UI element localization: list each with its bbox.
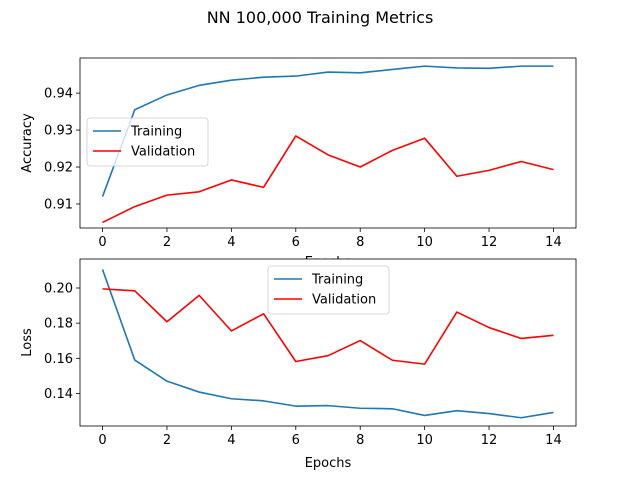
axes-frame <box>79 258 577 427</box>
x-axis-label: Epochs <box>305 456 352 471</box>
plots: Epochs 0 2 4 6 8 10 12 14 0.91 0.92 0.93 0.94 Accurac… <box>20 57 577 471</box>
y-tick-label: 0.14 <box>44 387 73 402</box>
x-tick-label: 10 <box>416 235 433 250</box>
series-line-training <box>101 65 554 197</box>
x-tick-label: 0 <box>98 433 106 448</box>
axes-frame <box>79 57 577 229</box>
chart-loss: Epochs 0 2 4 6 8 10 12 14 0.14 0.16 0.18 0.20 Loss Tra… <box>20 258 577 471</box>
legend-label-training: Training <box>311 273 363 288</box>
x-tick-label: 10 <box>416 433 433 448</box>
x-tick-label: 14 <box>545 433 562 448</box>
x-tick-label: 6 <box>292 433 300 448</box>
figure-title: NN 100,000 Training Metrics <box>207 8 434 27</box>
y-tick-label: 0.93 <box>44 124 73 139</box>
x-tick-label: 8 <box>356 235 364 250</box>
legend-box <box>267 265 390 315</box>
series-line-validation <box>102 135 554 224</box>
legend-label-validation: Validation <box>131 145 195 160</box>
series-line-training <box>101 269 554 419</box>
series-line-validation <box>102 288 554 365</box>
x-tick-label: 4 <box>227 433 235 448</box>
y-tick-label: 0.92 <box>44 161 73 176</box>
x-tick-label: 8 <box>356 433 364 448</box>
x-tick-label: 0 <box>98 235 106 250</box>
y-axis-label: Loss <box>20 328 35 357</box>
y-tick-label: 0.91 <box>44 197 73 212</box>
y-axis-label: Accuracy <box>20 113 35 173</box>
x-tick-label: 14 <box>545 235 562 250</box>
legend-label-training: Training <box>130 125 182 140</box>
x-tick-label: 2 <box>163 433 171 448</box>
legend: Training Validation <box>86 117 209 167</box>
legend-box <box>86 117 209 167</box>
x-tick-label: 4 <box>227 235 235 250</box>
y-tick-label: 0.94 <box>44 87 73 102</box>
x-tick-label: 2 <box>163 235 171 250</box>
legend: Training Validation <box>267 265 390 315</box>
y-tick-label: 0.18 <box>44 317 73 332</box>
chart-accuracy: Epochs024681012140.910.920.930.94Accurac… <box>20 57 577 270</box>
x-tick-label: 6 <box>292 235 300 250</box>
x-tick-label: 12 <box>481 235 498 250</box>
y-tick-label: 0.16 <box>44 352 73 367</box>
legend-label-validation: Validation <box>312 293 376 308</box>
x-tick-label: 12 <box>481 433 498 448</box>
y-tick-label: 0.20 <box>44 282 73 297</box>
